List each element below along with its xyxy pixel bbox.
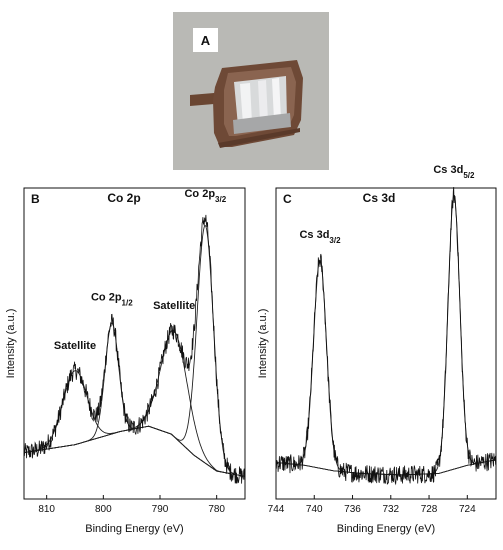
x-tick-label: 744 [268, 504, 285, 515]
chart-b-frame [23, 187, 246, 500]
chart-b-x-ticks: 810 800 790 780 [38, 495, 225, 515]
baseline-curve [23, 425, 245, 477]
chart-c-title: Cs 3d [363, 191, 396, 205]
photo-panel-label: A [201, 33, 211, 48]
x-tick-label: 810 [38, 504, 55, 515]
chart-co2p: B Co 2p 810 800 790 780 Binding Energy (eV)… [5, 187, 246, 535]
x-tick-label: 724 [459, 504, 476, 515]
x-tick-label: 740 [306, 504, 323, 515]
photo-label-box [193, 28, 218, 52]
x-tick-label: 732 [382, 504, 399, 515]
chart-c-x-axis-title: Binding Energy (eV) [337, 523, 435, 535]
peak-annotation: Satellite [153, 300, 195, 312]
chart-c-x-ticks: 744 740 736 732 728 724 [268, 495, 476, 515]
x-tick-label: 736 [344, 504, 361, 515]
photo-panel-a: A [173, 12, 329, 170]
chart-c-raw-spectrum [275, 186, 496, 486]
sample-device-image [190, 60, 303, 148]
fit-peak-curve [23, 329, 245, 477]
chart-c-frame [275, 187, 497, 500]
chart-b-x-axis-title: Binding Energy (eV) [85, 523, 183, 535]
chart-b-panel-label: B [31, 192, 40, 206]
chart-b-annotations: Satellite Co 2p1/2 Satellite Co 2p3/2 [54, 188, 227, 352]
chart-b-title: Co 2p [107, 191, 140, 205]
x-tick-label: 790 [152, 504, 169, 515]
peak-annotation: Cs 3d3/2 [299, 229, 341, 245]
peak-annotation: Satellite [54, 340, 96, 352]
chart-c-panel-label: C [283, 192, 292, 206]
chart-b-raw-spectrum [23, 214, 245, 484]
chart-cs3d: C Cs 3d 744 740 736 732 728 724 Binding Energ… [257, 164, 497, 535]
x-tick-label: 728 [421, 504, 438, 515]
chart-b-y-axis-title: Intensity (a.u.) [5, 309, 17, 379]
chart-c-y-axis-title: Intensity (a.u.) [257, 309, 269, 379]
chart-c-annotations: Cs 3d3/2 Cs 3d5/2 [299, 164, 475, 244]
peak-annotation: Cs 3d5/2 [433, 164, 475, 180]
peak-annotation: Co 2p1/2 [91, 291, 133, 307]
baseline-curve [275, 459, 496, 476]
x-tick-label: 780 [208, 504, 225, 515]
peak-annotation: Co 2p3/2 [184, 188, 226, 204]
x-tick-label: 800 [95, 504, 112, 515]
